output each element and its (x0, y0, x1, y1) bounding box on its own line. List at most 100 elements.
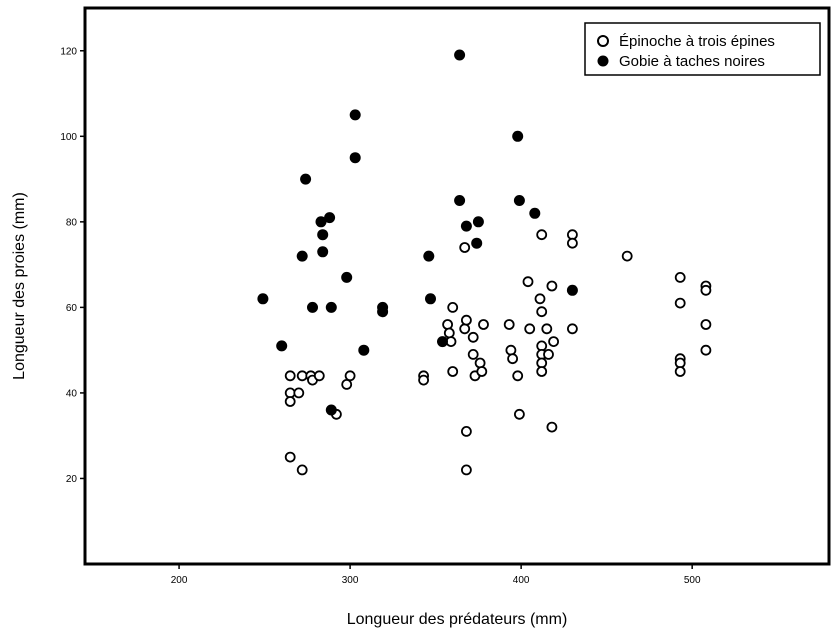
data-point-gobie (566, 284, 578, 296)
data-point-epinoche (474, 357, 486, 369)
x-tick-label: 300 (342, 575, 359, 586)
data-point-epinoche (447, 301, 459, 313)
data-point-gobie (460, 220, 472, 232)
data-point-gobie (425, 293, 436, 305)
x-tick-label: 500 (684, 575, 701, 586)
data-point-gobie (437, 336, 448, 348)
y-axis-ticks: 20 40 60 80 100 120 (60, 46, 85, 485)
data-point-epinoche (546, 421, 558, 433)
data-point-epinoche (296, 370, 308, 382)
data-point-epinoche (460, 314, 472, 326)
data-point-epinoche (543, 348, 554, 360)
data-point-epinoche (459, 242, 471, 253)
data-point-epinoche (505, 344, 517, 356)
data-point-epinoche (443, 327, 455, 339)
data-point-epinoche (467, 348, 479, 360)
data-points (257, 49, 712, 476)
data-point-epinoche (507, 353, 518, 365)
data-point-epinoche (467, 331, 479, 343)
data-point-gobie (317, 229, 329, 241)
data-point-epinoche (476, 366, 488, 377)
data-point-gobie (325, 301, 337, 313)
data-point-epinoche (514, 408, 525, 420)
y-tick-label: 80 (66, 217, 78, 228)
y-tick-label: 20 (66, 474, 78, 485)
data-point-gobie (300, 173, 312, 185)
data-point-epinoche (293, 387, 305, 399)
x-tick-label: 400 (513, 575, 530, 586)
data-point-epinoche (534, 293, 546, 305)
data-point-epinoche (284, 396, 296, 407)
data-point-epinoche (548, 336, 559, 348)
data-point-gobie (512, 130, 524, 142)
data-point-epinoche (442, 319, 454, 330)
data-point-epinoche (536, 229, 548, 241)
data-point-epinoche (341, 378, 353, 390)
y-tick-label: 40 (66, 388, 78, 399)
data-point-epinoche (700, 284, 712, 296)
x-tick-label: 200 (171, 575, 188, 586)
data-point-gobie (358, 344, 370, 356)
data-point-gobie (276, 340, 288, 352)
data-point-gobie (349, 109, 361, 121)
data-point-epinoche (460, 464, 472, 476)
data-point-gobie (349, 152, 361, 164)
data-point-epinoche (460, 425, 472, 437)
data-point-gobie (513, 195, 525, 206)
data-point-gobie (423, 250, 435, 262)
x-axis-title: Longueur des prédateurs (mm) (347, 611, 568, 628)
data-point-epinoche (512, 370, 524, 382)
data-point-gobie (315, 216, 327, 228)
data-point-epinoche (674, 297, 686, 309)
data-point-epinoche (541, 323, 553, 335)
legend-label-epinoche: Épinoche à trois épines (619, 33, 775, 50)
data-point-gobie (454, 49, 466, 61)
data-point-epinoche (503, 319, 515, 330)
data-point-epinoche (567, 323, 578, 335)
data-point-gobie (377, 306, 389, 318)
data-point-epinoche (522, 276, 534, 288)
data-point-gobie (257, 293, 269, 305)
data-point-gobie (296, 250, 308, 262)
data-point-gobie (325, 404, 337, 416)
y-axis-title: Longueur des proies (mm) (11, 192, 28, 380)
data-point-epinoche (700, 344, 712, 356)
data-point-gobie (341, 271, 353, 283)
data-point-epinoche (478, 319, 489, 330)
data-point-epinoche (296, 464, 308, 476)
data-point-epinoche (459, 323, 471, 335)
data-point-gobie (317, 246, 329, 258)
data-point-epinoche (418, 374, 430, 386)
y-tick-label: 60 (66, 303, 78, 314)
data-point-epinoche (567, 237, 578, 249)
data-point-gobie (472, 216, 484, 228)
y-tick-label: 100 (60, 132, 77, 143)
data-point-epinoche (536, 306, 548, 318)
legend: Épinoche à trois épines Gobie à taches n… (584, 22, 821, 76)
data-point-epinoche (344, 370, 356, 382)
data-point-epinoche (700, 319, 712, 330)
data-point-epinoche (536, 366, 548, 377)
data-point-gobie (324, 212, 336, 224)
legend-box (584, 22, 821, 76)
data-point-epinoche (284, 387, 296, 399)
data-point-epinoche (313, 370, 325, 382)
data-point-epinoche (546, 280, 558, 292)
data-point-epinoche (674, 271, 686, 283)
legend-label-gobie: Gobie à taches noires (619, 53, 765, 70)
data-point-epinoche (447, 366, 459, 377)
legend-marker-epinoche (597, 35, 609, 47)
data-point-epinoche (524, 323, 536, 335)
data-point-gobie (307, 301, 318, 313)
data-point-gobie (454, 195, 466, 206)
data-point-gobie (471, 237, 483, 249)
data-point-epinoche (284, 451, 296, 463)
data-point-epinoche (284, 370, 296, 382)
y-tick-label: 120 (60, 46, 77, 57)
data-point-epinoche (674, 366, 686, 377)
plot-frame (83, 6, 831, 566)
data-point-epinoche (621, 250, 633, 262)
data-point-gobie (529, 207, 541, 219)
x-axis-ticks: 200 300 400 500 (171, 564, 701, 586)
